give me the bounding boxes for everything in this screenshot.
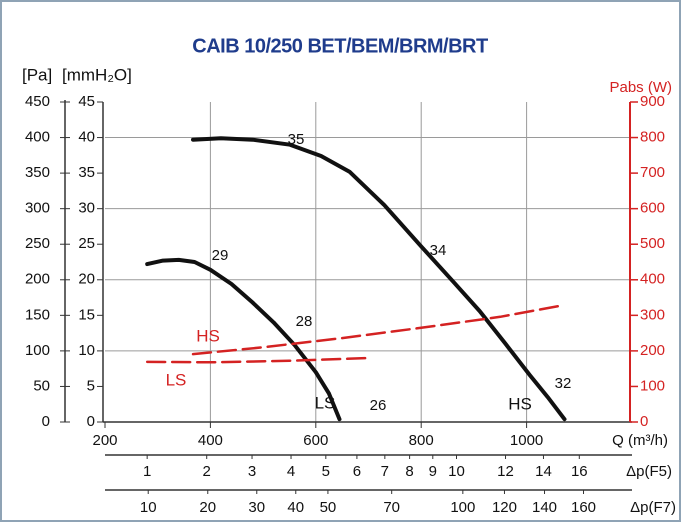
annotation: 28 — [296, 313, 313, 330]
x-tick-label: 200 — [92, 432, 117, 449]
y2-tick-label: 500 — [640, 235, 665, 252]
dp_f5-tick-label: 9 — [429, 463, 437, 480]
y2-tick-label: 0 — [640, 413, 648, 430]
dp_f7-tick-label: 50 — [320, 499, 337, 516]
series-label: LS — [166, 370, 187, 389]
dp_f5-tick-label: 3 — [248, 463, 256, 480]
y-axis-label: [Pa] — [22, 65, 52, 84]
y-tick-label: 0 — [42, 413, 50, 430]
y-mm-tick-label: 5 — [87, 377, 95, 394]
annotation: 26 — [370, 397, 387, 414]
y-tick-label: 400 — [25, 129, 50, 146]
dp_f7-tick-label: 120 — [492, 499, 517, 516]
dp_f7-tick-label: 30 — [248, 499, 265, 516]
y2-tick-label: 900 — [640, 93, 665, 110]
curve — [145, 257, 342, 422]
x-tick-label: 1000 — [510, 432, 543, 449]
y2-tick-label: 300 — [640, 306, 665, 323]
dp-f5-label: Δp(F5) — [626, 463, 672, 480]
x-axis-label: Q (m³/h) — [612, 432, 668, 449]
y-mm-tick-label: 30 — [78, 200, 95, 217]
y-tick-label: 350 — [25, 164, 50, 181]
dp_f5-tick-label: 16 — [571, 463, 588, 480]
x-tick-label: 600 — [303, 432, 328, 449]
dp_f7-tick-label: 140 — [532, 499, 557, 516]
y-mm-tick-label: 0 — [87, 413, 95, 430]
y-mm-tick-label: 45 — [78, 93, 95, 110]
y-mm-tick-label: 10 — [78, 342, 95, 359]
curve — [191, 136, 567, 422]
dp_f5-tick-label: 6 — [353, 463, 361, 480]
y-mm-axis-label: [mmH₂O] — [62, 65, 132, 84]
y2-tick-label: 600 — [640, 200, 665, 217]
y2-tick-label: 700 — [640, 164, 665, 181]
y-mm-tick-label: 35 — [78, 164, 95, 181]
y2-tick-label: 100 — [640, 377, 665, 394]
curve — [145, 356, 371, 364]
dp_f7-tick-label: 100 — [450, 499, 475, 516]
annotation: 35 — [288, 131, 305, 148]
y2-tick-label: 800 — [640, 129, 665, 146]
annotation: 32 — [555, 375, 572, 392]
dp_f5-tick-label: 2 — [203, 463, 211, 480]
dp_f5-tick-label: 4 — [287, 463, 295, 480]
dp_f5-tick-label: 5 — [322, 463, 330, 480]
dp_f5-tick-label: 12 — [497, 463, 514, 480]
dp_f7-tick-label: 20 — [199, 499, 216, 516]
dp_f5-tick-label: 14 — [535, 463, 552, 480]
y-mm-tick-label: 25 — [78, 235, 95, 252]
y-tick-label: 250 — [25, 235, 50, 252]
dp_f7-tick-label: 70 — [383, 499, 400, 516]
y2-tick-label: 400 — [640, 271, 665, 288]
y2-tick-label: 200 — [640, 342, 665, 359]
chart-title: CAIB 10/250 BET/BEM/BRM/BRT — [192, 35, 488, 57]
dp-f7-label: Δp(F7) — [630, 499, 676, 516]
y-tick-label: 150 — [25, 306, 50, 323]
series-label: HS — [196, 326, 220, 345]
y-tick-label: 50 — [33, 377, 50, 394]
x-tick-label: 400 — [198, 432, 223, 449]
annotation: 34 — [430, 242, 447, 259]
y-tick-label: 200 — [25, 271, 50, 288]
dp_f7-tick-label: 40 — [287, 499, 304, 516]
dp_f5-tick-label: 1 — [143, 463, 151, 480]
dp_f7-tick-label: 10 — [140, 499, 157, 516]
dp_f5-tick-label: 10 — [448, 463, 465, 480]
y-mm-tick-label: 20 — [78, 271, 95, 288]
dp_f5-tick-label: 7 — [381, 463, 389, 480]
x-tick-label: 800 — [409, 432, 434, 449]
y-mm-tick-label: 40 — [78, 129, 95, 146]
y-tick-label: 450 — [25, 93, 50, 110]
dp_f5-tick-label: 8 — [405, 463, 413, 480]
y-tick-label: 300 — [25, 200, 50, 217]
series-label: LS — [315, 393, 336, 412]
dp_f7-tick-label: 160 — [571, 499, 596, 516]
y-tick-label: 100 — [25, 342, 50, 359]
annotation: 29 — [212, 247, 229, 264]
y2-axis-label: Pabs (W) — [609, 79, 672, 96]
series-label: HS — [508, 394, 532, 413]
curve — [191, 303, 566, 356]
y-mm-tick-label: 15 — [78, 306, 95, 323]
